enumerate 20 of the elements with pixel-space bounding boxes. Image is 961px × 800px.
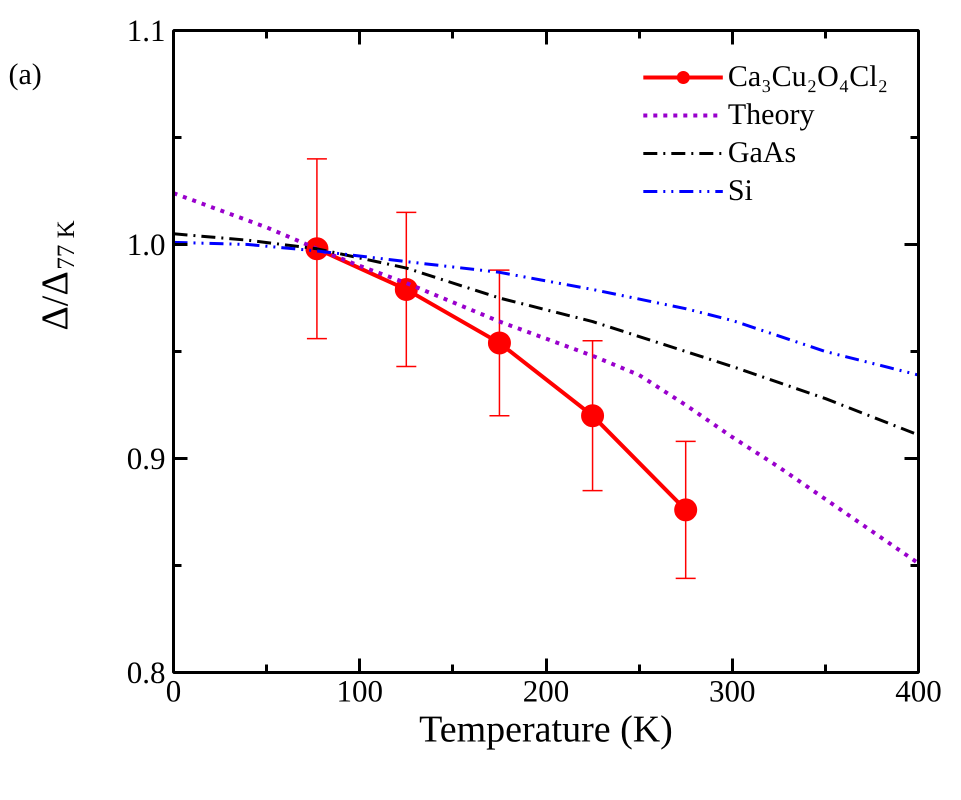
y-tick-label: 1.0 xyxy=(126,227,166,262)
x-tick-label: 300 xyxy=(709,674,756,708)
legend-label: Theory xyxy=(728,98,814,132)
y-tick-label: 1.1 xyxy=(126,13,166,48)
y-tick-label: 0.8 xyxy=(126,655,166,690)
y-tick-label: 0.9 xyxy=(126,441,166,476)
point xyxy=(581,404,604,428)
point xyxy=(394,278,418,301)
y-axis-title: Δ/Δ77 K xyxy=(34,220,80,331)
point xyxy=(674,498,698,522)
x-tick-label: 200 xyxy=(522,674,570,708)
x-tick-label: 0 xyxy=(166,674,182,708)
legend-label: Ca₃Cu₂O₄Cl₂ xyxy=(728,60,888,94)
x-tick-label: 400 xyxy=(895,674,942,708)
x-tick-label: 100 xyxy=(336,674,383,708)
text: (a) xyxy=(8,58,42,92)
x-axis-title: Temperature (K) xyxy=(419,708,673,750)
legend-label: GaAs xyxy=(728,136,796,170)
point xyxy=(488,331,511,354)
legend-label: Si xyxy=(728,174,753,208)
